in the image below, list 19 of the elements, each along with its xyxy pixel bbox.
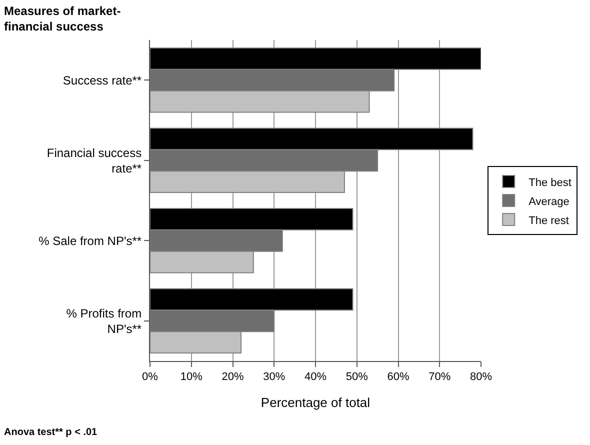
x-tick-label: 30%	[263, 371, 286, 384]
y-axis-title: Measures of market- financial success	[4, 4, 121, 34]
x-axis-title: Percentage of total	[260, 394, 370, 410]
y-tick-label: Financial success rate**	[46, 146, 142, 176]
legend-label: The rest	[528, 214, 569, 227]
x-tick-label: 20%	[222, 371, 244, 384]
legend-label: The best	[528, 176, 572, 189]
legend-label: Average	[528, 196, 570, 208]
x-tick-label: 0%	[142, 371, 158, 384]
y-tick-label: Success rate**	[62, 73, 142, 88]
x-tick-label: 60%	[387, 371, 410, 384]
y-tick-label: % Profits from NP's**	[66, 306, 142, 336]
y-tick-label: % Sale from NP's**	[38, 234, 142, 248]
text: Anova test** p < .01	[4, 427, 98, 438]
x-tick-label: 50%	[346, 371, 368, 384]
x-tick-label: 70%	[428, 371, 451, 384]
x-tick-label: 10%	[180, 371, 203, 384]
x-tick-label: 80%	[470, 371, 492, 384]
x-tick-label: 40%	[304, 371, 327, 384]
